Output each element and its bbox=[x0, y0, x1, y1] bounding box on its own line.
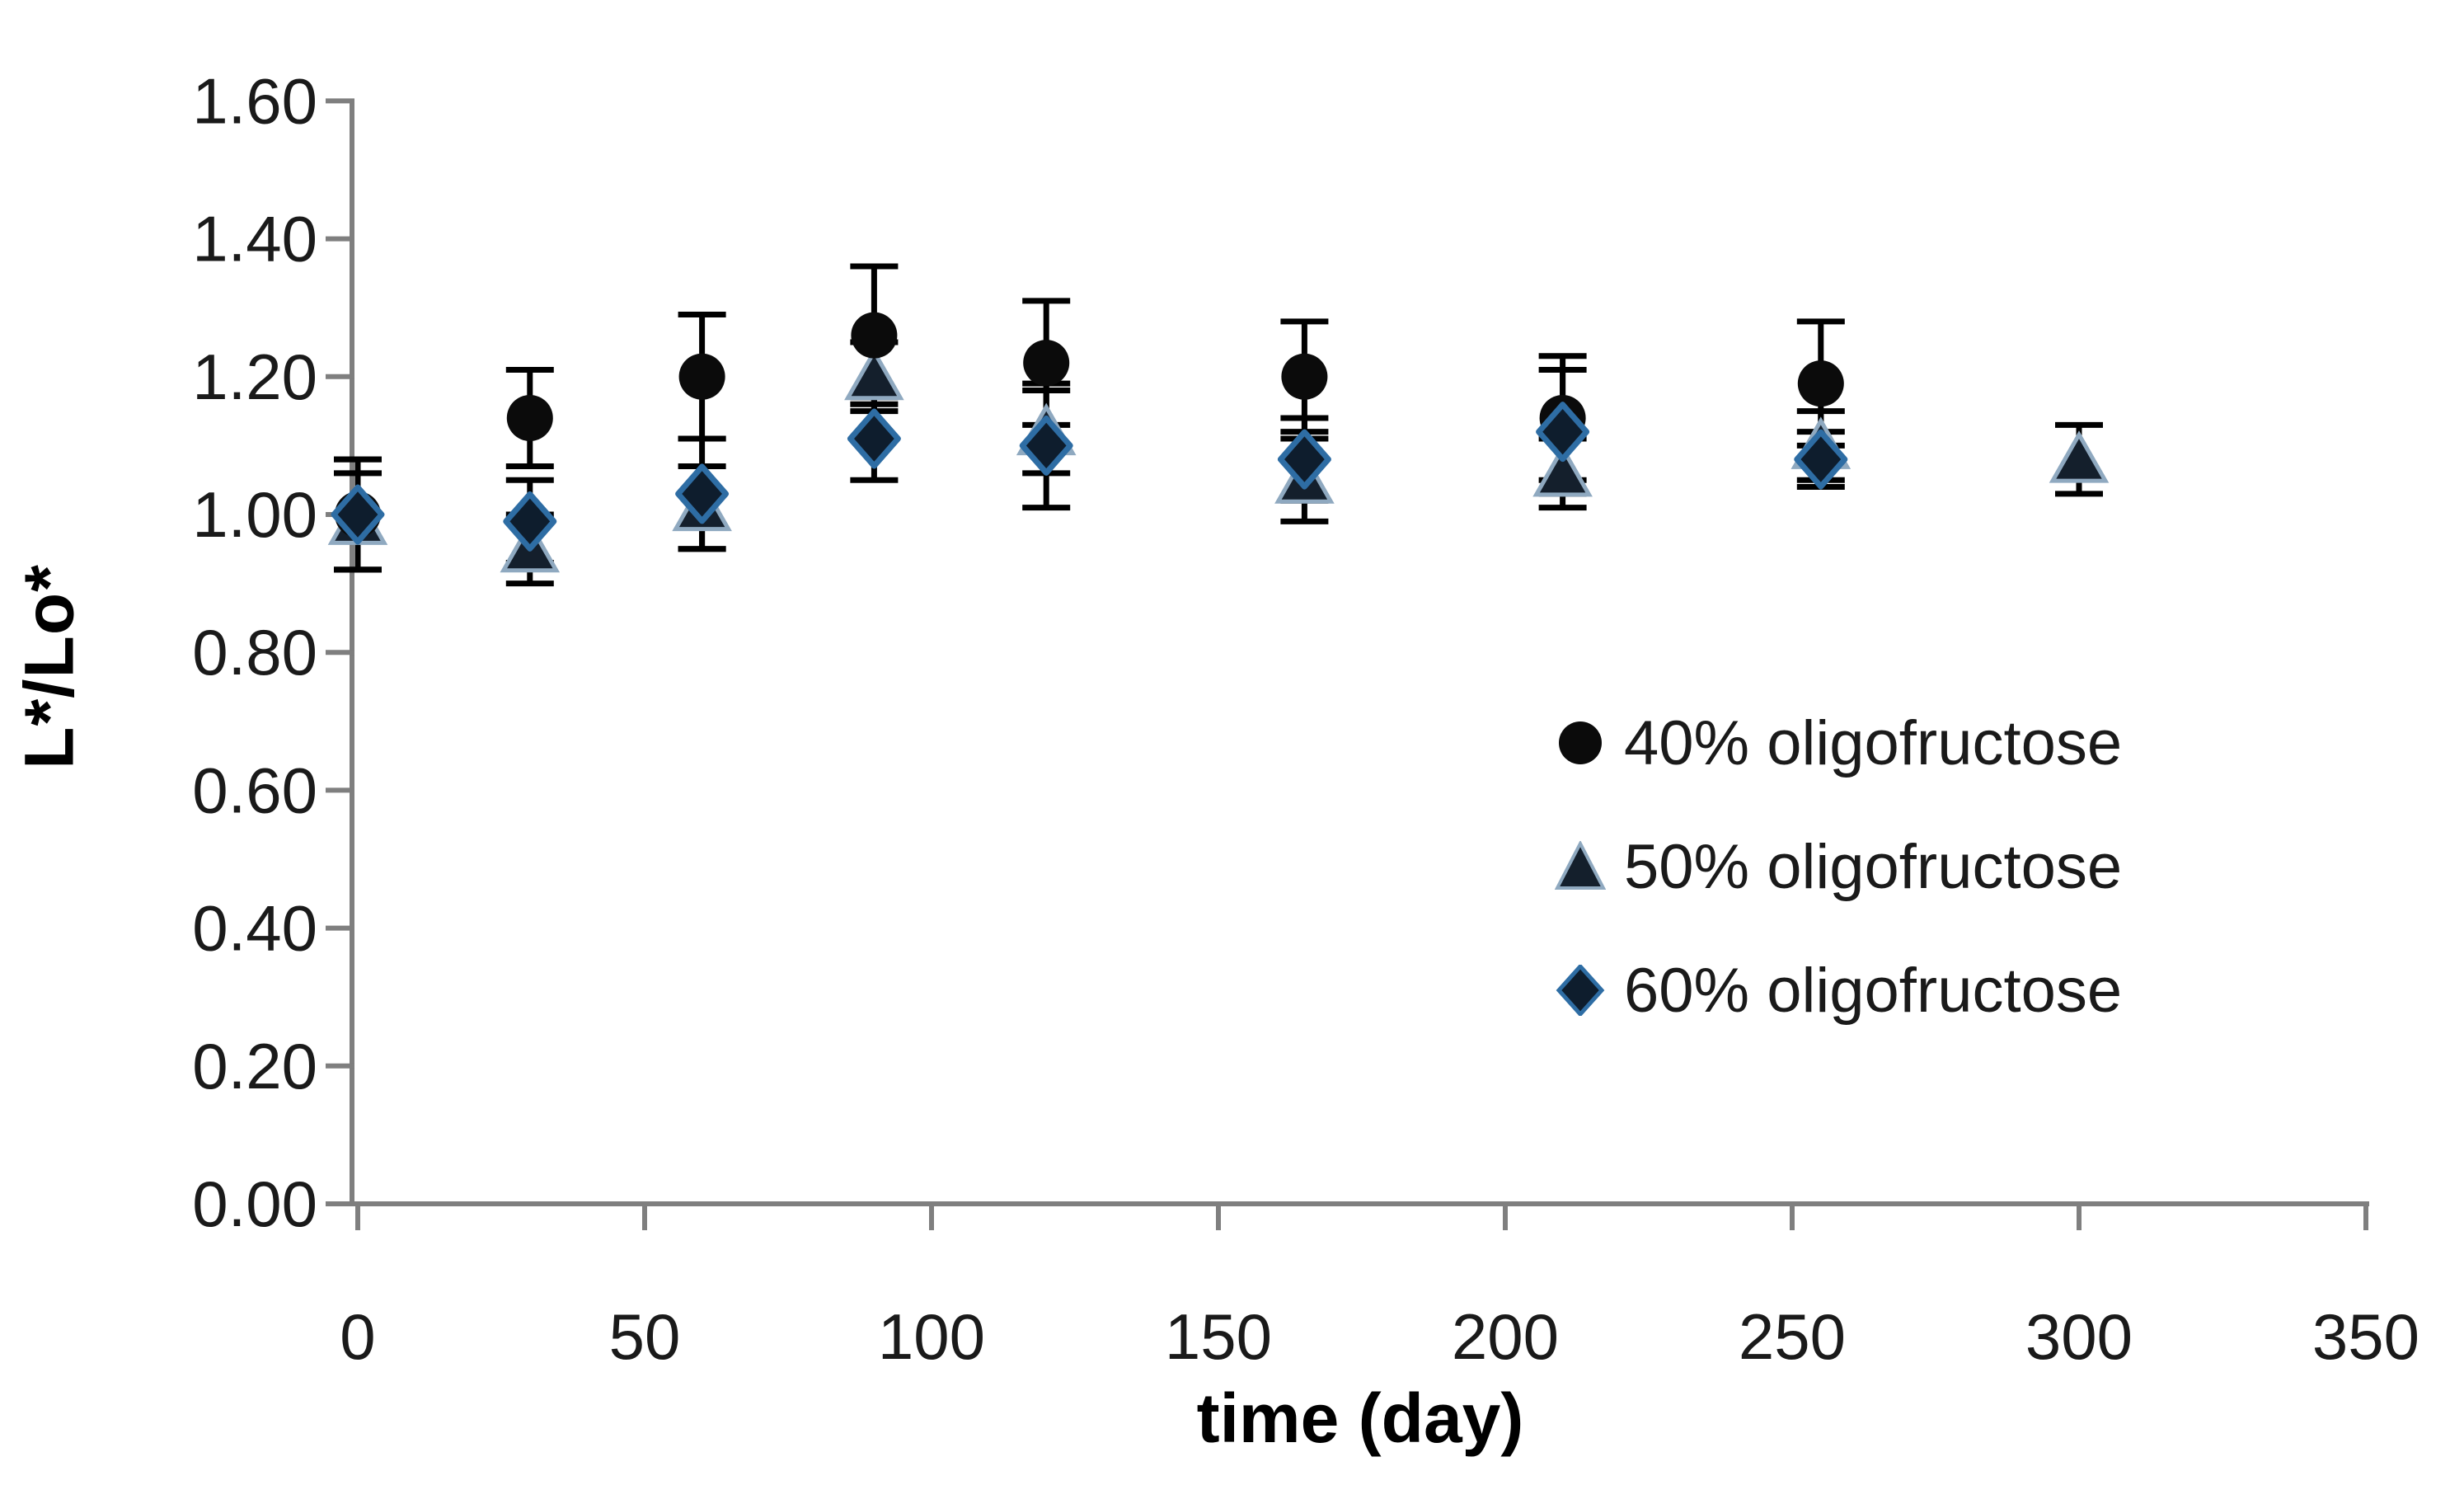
data-point-circle bbox=[1797, 360, 1844, 407]
y-tick-label: 1.00 bbox=[192, 478, 317, 551]
data-point-circle bbox=[1281, 353, 1328, 400]
triangle-marker-icon bbox=[1555, 841, 1606, 890]
legend-item-50pct: 50% oligofructose bbox=[1555, 805, 2122, 928]
legend: 40% oligofructose 50% oligofructose 60% … bbox=[1555, 681, 2122, 1052]
legend-label: 50% oligofructose bbox=[1624, 831, 2123, 902]
y-tick-label: 0.00 bbox=[192, 1168, 317, 1240]
data-point-diamond bbox=[1277, 429, 1331, 490]
data-point-diamond bbox=[1536, 402, 1590, 463]
data-point-triangle bbox=[2049, 430, 2110, 483]
y-axis-title: L*/Lo* bbox=[10, 564, 88, 769]
data-point-circle bbox=[678, 353, 725, 400]
x-tick-label: 200 bbox=[1452, 1300, 1559, 1373]
x-tick-label: 100 bbox=[878, 1300, 985, 1373]
data-point-diamond bbox=[503, 491, 557, 552]
y-tick-label: 1.20 bbox=[192, 341, 317, 413]
series-circle bbox=[335, 312, 1844, 538]
data-point-diamond bbox=[675, 463, 730, 524]
y-tick-label: 0.20 bbox=[192, 1030, 317, 1102]
data-point-circle bbox=[506, 394, 553, 441]
series-diamond bbox=[331, 402, 1848, 552]
y-tick-label: 0.80 bbox=[192, 616, 317, 688]
x-tick-label: 150 bbox=[1165, 1300, 1272, 1373]
diamond-marker-icon bbox=[1556, 965, 1605, 1016]
y-tick-label: 1.40 bbox=[192, 203, 317, 275]
data-point-diamond bbox=[1794, 429, 1848, 490]
x-tick-label: 250 bbox=[1739, 1300, 1846, 1373]
x-tick-label: 350 bbox=[2312, 1300, 2419, 1373]
error-bars bbox=[334, 263, 2103, 587]
legend-label: 40% oligofructose bbox=[1624, 707, 2123, 778]
data-point-diamond bbox=[331, 484, 385, 545]
legend-item-40pct: 40% oligofructose bbox=[1555, 681, 2122, 805]
data-point-diamond bbox=[1019, 415, 1073, 476]
y-tick-label: 1.60 bbox=[192, 64, 317, 137]
y-tick-label: 0.40 bbox=[192, 892, 317, 965]
data-point-circle bbox=[851, 312, 898, 359]
x-tick-label: 300 bbox=[2025, 1300, 2133, 1373]
circle-marker-icon bbox=[1559, 721, 1602, 764]
legend-label: 60% oligofructose bbox=[1624, 955, 2123, 1026]
data-point-triangle bbox=[844, 347, 904, 401]
data-point-triangle bbox=[1532, 444, 1593, 497]
x-tick-label: 0 bbox=[340, 1300, 375, 1373]
x-axis-title: time (day) bbox=[1196, 1379, 1524, 1457]
x-tick-label: 50 bbox=[609, 1300, 681, 1373]
data-point-circle bbox=[1023, 340, 1070, 387]
legend-item-60pct: 60% oligofructose bbox=[1555, 928, 2122, 1052]
y-tick-label: 0.60 bbox=[192, 754, 317, 826]
data-point-diamond bbox=[847, 408, 901, 469]
